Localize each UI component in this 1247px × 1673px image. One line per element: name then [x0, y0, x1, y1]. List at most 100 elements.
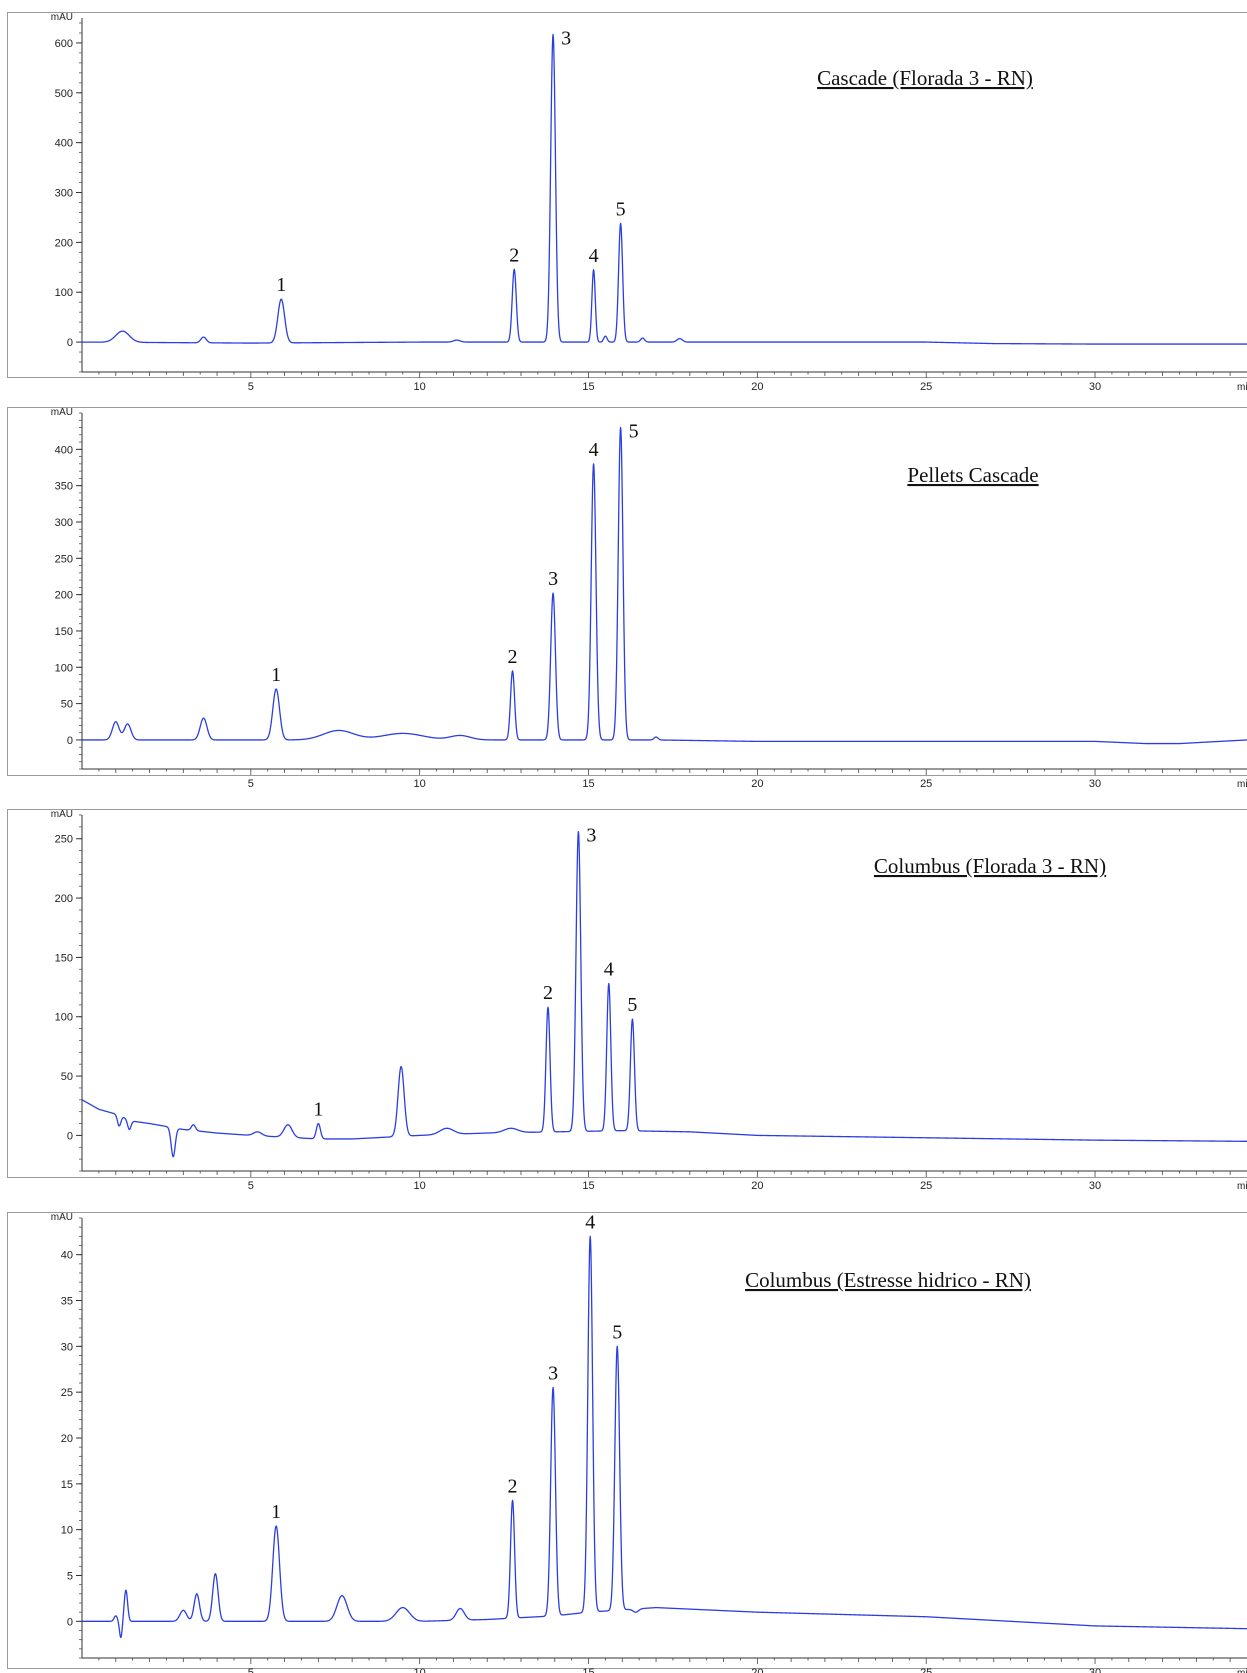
x-tick-label: 25 — [920, 1180, 932, 1192]
y-tick-label: 150 — [55, 626, 73, 638]
peak-label-4: 4 — [589, 245, 599, 267]
y-tick-label: 200 — [55, 893, 73, 905]
x-tick-label: 10 — [414, 1667, 426, 1673]
x-tick-label: 15 — [582, 1180, 594, 1192]
y-tick-label: 25 — [61, 1387, 73, 1399]
peak-label-2: 2 — [509, 244, 519, 266]
y-tick-label: 600 — [55, 38, 73, 50]
x-tick-label: 5 — [248, 1180, 254, 1192]
x-tick-label: 5 — [248, 1667, 254, 1673]
y-tick-label: 5 — [67, 1571, 73, 1583]
y-tick-label: 300 — [55, 517, 73, 529]
y-tick-label: 400 — [55, 138, 73, 150]
panel-frame — [7, 12, 1247, 378]
x-tick-label: 15 — [582, 381, 594, 393]
chromatogram-panel-1: 0 100 200 300 400 500 600 mAU 5 10 15 20 25 30 min 1 2 3 4… — [0, 0, 1247, 405]
chromatogram-svg: 0 5 10 15 20 25 30 35 40 mAU 5 10 15 20 25 30 min 1 2 3 4 5 Co… — [7, 1211, 1247, 1673]
x-tick-label: 30 — [1089, 778, 1101, 790]
chromatogram-trace — [81, 33, 1247, 345]
y-tick-label: 0 — [67, 1130, 73, 1142]
y-axis-unit-label: mAU — [51, 1212, 73, 1223]
y-tick-label: 350 — [55, 481, 73, 493]
chromatogram-panel-4: 0 5 10 15 20 25 30 35 40 mAU 5 10 15 20 25 30 min 1 2 3 4 5 Co… — [0, 1210, 1247, 1673]
y-axis-unit-label: mAU — [51, 12, 73, 23]
panel-frame — [7, 809, 1247, 1178]
chromatogram-svg: 0 100 200 300 400 500 600 mAU 5 10 15 20 25 30 min 1 2 3 4… — [7, 12, 1247, 393]
y-tick-label: 20 — [61, 1433, 73, 1445]
x-tick-label: 25 — [920, 778, 932, 790]
x-tick-label: 5 — [248, 381, 254, 393]
x-tick-label: 15 — [582, 1667, 594, 1673]
x-tick-label: 25 — [920, 1667, 932, 1673]
y-tick-label: 50 — [61, 699, 73, 711]
y-tick-label: 250 — [55, 834, 73, 846]
chromatogram-trace — [81, 1235, 1247, 1639]
y-axis-unit-label: mAU — [51, 407, 73, 418]
x-axis-unit-label: min — [1237, 779, 1247, 790]
chromatogram-svg: 050100150200250300350400mAU51015202530mi… — [7, 407, 1247, 790]
x-axis-unit-label: min — [1237, 1181, 1247, 1192]
y-tick-label: 300 — [55, 188, 73, 200]
y-tick-label: 100 — [55, 662, 73, 674]
x-tick-label: 15 — [582, 778, 594, 790]
panel-frame — [7, 407, 1247, 776]
chromatogram-panel-2: 050100150200250300350400mAU51015202530mi… — [0, 405, 1247, 807]
peak-label-3: 3 — [548, 1363, 558, 1385]
y-tick-label: 200 — [55, 237, 73, 249]
peak-label-2: 2 — [508, 646, 518, 668]
chart-title: Pellets Cascade — [907, 463, 1038, 487]
peak-label-1: 1 — [276, 274, 286, 296]
y-tick-label: 50 — [61, 1071, 73, 1083]
y-tick-label: 400 — [55, 444, 73, 456]
x-tick-label: 30 — [1089, 1180, 1101, 1192]
peak-label-4: 4 — [604, 959, 614, 981]
y-tick-label: 100 — [55, 1012, 73, 1024]
y-tick-label: 100 — [55, 287, 73, 299]
peak-label-5: 5 — [616, 198, 626, 220]
x-tick-label: 10 — [414, 778, 426, 790]
chromatogram-panel-3: 050100150200250mAU51015202530min12345Col… — [0, 807, 1247, 1210]
y-tick-label: 0 — [67, 735, 73, 747]
x-tick-label: 20 — [751, 778, 763, 790]
x-tick-label: 30 — [1089, 1667, 1101, 1673]
peak-label-5: 5 — [629, 421, 639, 443]
x-tick-label: 20 — [751, 1180, 763, 1192]
x-tick-label: 10 — [414, 1180, 426, 1192]
y-tick-label: 0 — [67, 337, 73, 349]
chromatogram-trace — [81, 426, 1247, 745]
x-tick-label: 25 — [920, 381, 932, 393]
y-tick-label: 0 — [67, 1616, 73, 1628]
y-tick-label: 35 — [61, 1296, 73, 1308]
peak-label-1: 1 — [313, 1099, 323, 1121]
y-tick-label: 40 — [61, 1250, 73, 1262]
y-axis-unit-label: mAU — [51, 809, 73, 820]
peak-label-3: 3 — [548, 568, 558, 590]
y-tick-label: 30 — [61, 1341, 73, 1353]
x-tick-label: 10 — [414, 381, 426, 393]
chromatogram-trace — [81, 830, 1247, 1158]
chart-title: Columbus (Estresse hidrico - RN) — [745, 1268, 1031, 1292]
x-axis-unit-label: min — [1237, 1668, 1247, 1673]
peak-label-3: 3 — [561, 27, 571, 49]
peak-label-3: 3 — [586, 825, 596, 847]
y-tick-label: 10 — [61, 1525, 73, 1537]
y-tick-label: 250 — [55, 553, 73, 565]
panel-frame — [7, 1212, 1247, 1669]
peak-label-1: 1 — [271, 1501, 281, 1523]
peak-label-2: 2 — [508, 1475, 518, 1497]
x-tick-label: 5 — [248, 778, 254, 790]
y-tick-label: 500 — [55, 88, 73, 100]
chart-title: Columbus (Florada 3 - RN) — [874, 854, 1106, 878]
peak-label-5: 5 — [627, 994, 637, 1016]
x-tick-label: 30 — [1089, 381, 1101, 393]
peak-label-5: 5 — [612, 1321, 622, 1343]
y-tick-label: 15 — [61, 1479, 73, 1491]
peak-label-2: 2 — [543, 982, 553, 1004]
peak-label-4: 4 — [589, 439, 599, 461]
x-tick-label: 20 — [751, 381, 763, 393]
peak-label-1: 1 — [271, 664, 281, 686]
peak-label-4: 4 — [585, 1211, 595, 1233]
y-tick-label: 200 — [55, 590, 73, 602]
x-tick-label: 20 — [751, 1667, 763, 1673]
